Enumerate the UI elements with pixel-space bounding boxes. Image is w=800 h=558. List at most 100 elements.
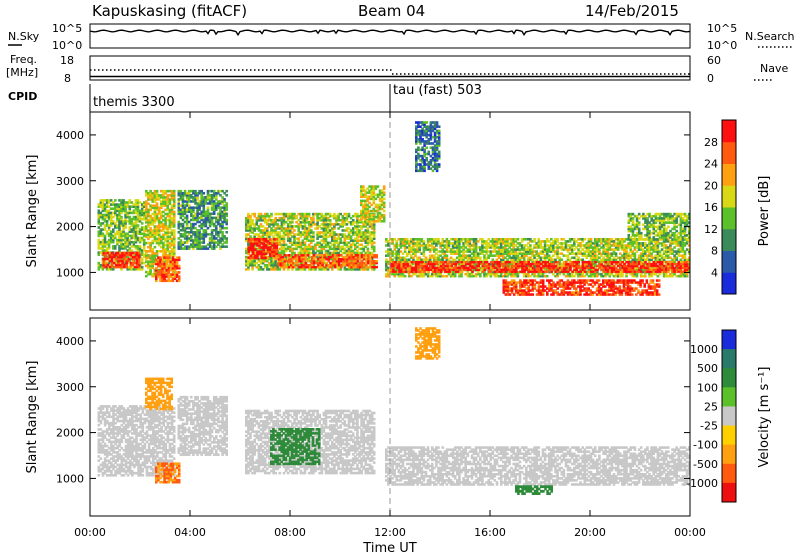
power-cell xyxy=(546,275,549,278)
power-cell xyxy=(404,275,407,278)
power-cell xyxy=(291,268,294,271)
power-cell xyxy=(173,211,176,214)
power-cell xyxy=(223,198,226,201)
cpid-panel: CPID themis 3300 tau (fast) 503 xyxy=(8,83,482,112)
power-cell xyxy=(159,256,162,259)
power-cell xyxy=(203,192,206,195)
freq-tick-high: 18 xyxy=(60,54,74,67)
power-cell xyxy=(584,238,587,241)
power-cell xyxy=(377,185,380,188)
power-cell xyxy=(615,252,618,255)
power-cell xyxy=(383,210,386,213)
power-cell xyxy=(329,219,332,222)
power-cell xyxy=(143,239,146,242)
power-cell xyxy=(479,257,482,260)
power-cell xyxy=(423,240,426,243)
power-cell xyxy=(221,231,224,234)
power-cell xyxy=(186,215,189,218)
power-cell xyxy=(307,254,310,256)
power-cell xyxy=(383,202,386,205)
power-data xyxy=(98,121,691,296)
nsky-trace xyxy=(90,30,690,35)
power-cell xyxy=(375,254,378,256)
nsearch-label: N.Search xyxy=(745,30,795,43)
power-cell xyxy=(308,213,311,216)
power-cell xyxy=(288,254,291,256)
power-cell xyxy=(269,238,272,241)
power-cell xyxy=(225,219,228,222)
power-cell xyxy=(225,194,228,197)
nsky-panel: N.Sky 10^5 10^0 10^5 10^0 N.Search xyxy=(8,22,795,52)
power-cell xyxy=(168,256,171,259)
power-cell xyxy=(225,202,228,205)
power-cell xyxy=(207,206,210,209)
power-cell xyxy=(313,258,316,260)
power-cell xyxy=(375,266,378,268)
power-cell xyxy=(178,275,181,278)
power-cell xyxy=(154,246,157,249)
power-cell xyxy=(275,238,278,241)
nave-tick-high: 60 xyxy=(707,54,721,67)
power-cell xyxy=(178,271,181,274)
power-cell xyxy=(156,202,159,205)
cpid-label: CPID xyxy=(8,90,37,103)
power-cell xyxy=(225,237,228,240)
beam-title: Beam 04 xyxy=(358,2,425,20)
nsky-frame xyxy=(90,24,690,48)
freq-panel: Freq. [MHz] 18 8 60 0 Nave xyxy=(6,53,788,85)
power-cell xyxy=(225,213,228,216)
power-cell xyxy=(173,190,176,193)
power-cell xyxy=(517,238,520,241)
nsky-label: N.Sky xyxy=(8,30,40,43)
power-cell xyxy=(373,246,376,249)
power-cell xyxy=(178,256,181,259)
power-cell xyxy=(533,238,536,241)
power-cell xyxy=(141,222,144,225)
freq-unit-label: [MHz] xyxy=(6,66,38,79)
power-cell xyxy=(225,190,228,193)
nsearch-tick-high: 10^5 xyxy=(707,22,737,35)
date-title: 14/Feb/2015 xyxy=(585,2,679,20)
power-cell xyxy=(312,231,315,234)
power-cell xyxy=(253,213,256,216)
power-cell xyxy=(225,227,228,230)
power-cell xyxy=(383,214,386,217)
cpid-mode-1: themis 3300 xyxy=(93,95,175,110)
nave-tick-low: 0 xyxy=(707,72,714,85)
power-cell xyxy=(270,213,273,216)
nave-label: Nave xyxy=(760,62,788,75)
power-cell xyxy=(307,260,310,262)
power-cell xyxy=(225,245,228,248)
cpid-mode-2: tau (fast) 503 xyxy=(393,83,482,98)
power-cell xyxy=(373,242,376,245)
power-cell xyxy=(590,238,593,241)
power-cell xyxy=(362,185,365,188)
power-cell xyxy=(313,254,316,256)
power-cell xyxy=(446,254,449,257)
power-cell xyxy=(383,191,386,194)
power-cell xyxy=(383,198,386,201)
power-cell xyxy=(293,229,296,232)
freq-label: Freq. xyxy=(10,53,37,66)
power-cell xyxy=(367,248,370,251)
nsky-tick-low: 10^0 xyxy=(52,39,82,52)
nsky-tick-high: 10^5 xyxy=(52,22,82,35)
power-cell xyxy=(437,238,440,241)
power-cell xyxy=(139,245,142,248)
power-cell xyxy=(137,224,140,227)
power-cell xyxy=(293,252,296,255)
power-cell xyxy=(323,254,326,256)
power-cell xyxy=(173,229,176,232)
power-cell xyxy=(178,265,181,268)
station-title: Kapuskasing (fitACF) xyxy=(92,2,247,20)
freq-tick-low: 8 xyxy=(64,72,71,85)
power-cell xyxy=(348,213,351,216)
power-cell xyxy=(141,266,144,269)
power-cell xyxy=(556,238,559,241)
power-cell xyxy=(225,231,228,234)
power-cell xyxy=(529,244,532,247)
power-cell xyxy=(375,260,378,262)
